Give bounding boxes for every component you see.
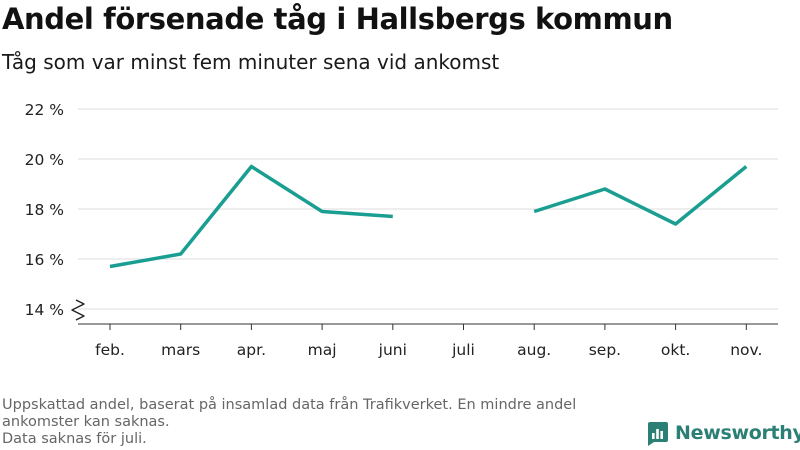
x-tick-label: juli	[451, 341, 475, 359]
y-tick-label: 14 %	[25, 301, 64, 319]
footnote-missing-data: Data saknas för juli.	[2, 431, 147, 447]
axis-break-icon	[71, 299, 85, 321]
newsworthy-logo-icon	[648, 422, 668, 446]
x-tick-label: nov.	[730, 341, 762, 359]
chart-subtitle: Tåg som var minst fem minuter sena vid a…	[2, 50, 500, 74]
x-tick-label: maj	[308, 341, 337, 359]
brand: Newsworthy	[645, 420, 800, 446]
x-tick-label: okt.	[661, 341, 690, 359]
series-line	[109, 164, 393, 269]
footnote: Uppskattad andel, baserat på insamlad da…	[2, 397, 642, 448]
y-tick-label: 22 %	[25, 101, 64, 119]
y-tick-label: 20 %	[25, 151, 64, 169]
series-line	[533, 165, 748, 226]
x-tick-label: mars	[161, 341, 200, 359]
brand-name: Newsworthy	[675, 422, 800, 444]
y-tick-label: 18 %	[25, 201, 64, 219]
x-tick-label: juni	[378, 341, 407, 359]
chart-title: Andel försenade tåg i Hallsbergs kommun	[2, 2, 673, 36]
x-tick-label: feb.	[95, 341, 125, 359]
footnote-source: Uppskattad andel, baserat på insamlad da…	[2, 397, 577, 430]
x-tick-label: aug.	[517, 341, 551, 359]
x-tick-label: apr.	[237, 341, 266, 359]
y-tick-label: 16 %	[25, 251, 64, 269]
x-tick-label: sep.	[589, 341, 621, 359]
